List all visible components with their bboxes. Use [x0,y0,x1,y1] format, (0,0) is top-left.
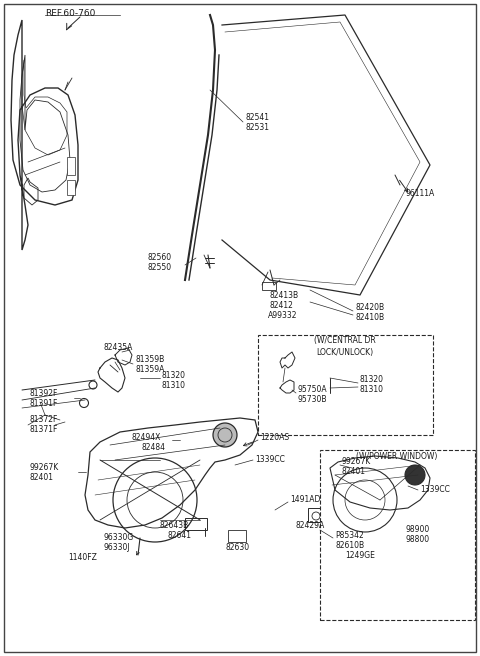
Text: 82410B: 82410B [355,314,384,323]
Text: (W/CENTRAL DR: (W/CENTRAL DR [314,337,376,346]
Text: 81371F: 81371F [30,426,59,434]
Text: A99332: A99332 [268,310,298,319]
Text: 1220AS: 1220AS [260,434,289,443]
Text: 95750A: 95750A [298,386,328,394]
Text: 81359A: 81359A [135,365,164,375]
Bar [67,157,75,175]
Text: 82541: 82541 [245,113,269,123]
Circle shape [213,423,237,447]
Text: 81391F: 81391F [30,398,59,407]
Bar [228,530,246,542]
Text: 82560: 82560 [148,253,172,262]
Text: 99267K: 99267K [342,457,371,466]
Text: 82484: 82484 [142,443,166,451]
Text: 81320: 81320 [360,375,384,384]
Bar [308,508,330,522]
Bar [258,335,433,435]
Bar [185,518,207,530]
Text: 82412: 82412 [270,300,294,310]
Text: 82643B: 82643B [160,520,189,529]
Text: 99267K: 99267K [30,464,59,472]
Text: 81359B: 81359B [135,356,164,365]
Text: 81310: 81310 [162,380,186,390]
Text: (W/POWER WINDOW): (W/POWER WINDOW) [356,451,438,461]
Text: 1339CC: 1339CC [255,455,285,464]
Text: 82401: 82401 [30,474,54,483]
Text: 82413B: 82413B [270,291,299,300]
Text: 98900: 98900 [405,525,429,535]
Text: 1491AD: 1491AD [290,495,320,504]
Text: P85342: P85342 [335,531,364,539]
Text: 96330G: 96330G [103,533,133,543]
Text: 82494X: 82494X [132,434,161,443]
Text: 96111A: 96111A [405,190,434,199]
Text: 82401: 82401 [342,468,366,476]
Text: 1339CC: 1339CC [420,485,450,495]
Text: 82435A: 82435A [103,344,132,352]
Text: 81392F: 81392F [30,388,59,398]
Text: REF.60-760: REF.60-760 [45,9,96,18]
Bar [320,450,475,620]
Text: 82610B: 82610B [335,541,364,550]
Text: 96330J: 96330J [103,544,130,552]
Text: 82630: 82630 [225,544,249,552]
Text: 82531: 82531 [245,123,269,133]
Text: 82641: 82641 [168,531,192,539]
Text: 82420B: 82420B [355,304,384,312]
Text: 98800: 98800 [405,535,429,544]
Text: 82550: 82550 [148,264,172,272]
Circle shape [405,465,425,485]
Text: 82429A: 82429A [295,520,324,529]
Text: 95730B: 95730B [298,396,327,405]
Text: 1249GE: 1249GE [345,550,375,560]
Text: 1140FZ: 1140FZ [68,554,97,562]
Text: LOCK/UNLOCK): LOCK/UNLOCK) [316,348,373,356]
Text: 81320: 81320 [162,371,186,380]
Bar [67,180,75,195]
Text: 81310: 81310 [360,386,384,394]
Text: 81372F: 81372F [30,415,59,424]
Bar [262,282,276,290]
